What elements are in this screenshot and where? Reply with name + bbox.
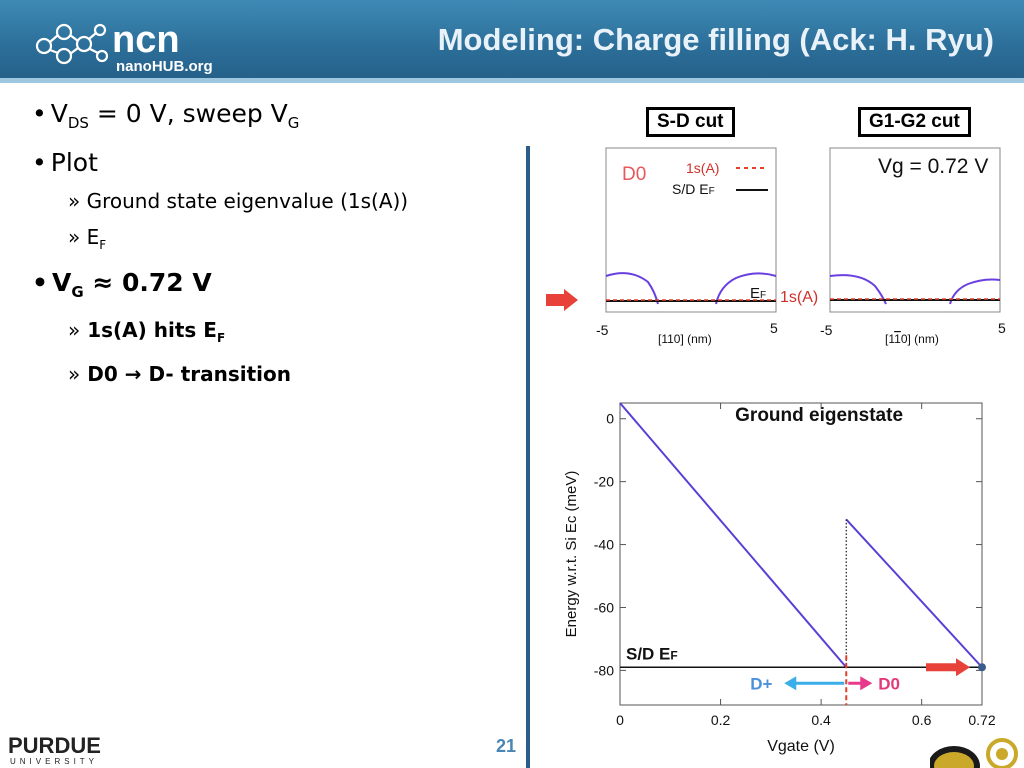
vg-label: Vg = 0.72 V xyxy=(878,155,988,178)
vertical-divider xyxy=(526,146,530,768)
series-line-1 xyxy=(619,402,848,668)
header-stripe xyxy=(0,78,1024,83)
page-number: 21 xyxy=(496,736,517,756)
right-arrow-icon: → xyxy=(124,362,142,386)
g-tick-right: 5 xyxy=(998,320,1006,336)
y-tick-label: -80 xyxy=(594,662,614,678)
d0-label: D0 xyxy=(878,674,900,693)
svg-text:UNIVERSITY: UNIVERSITY xyxy=(10,757,98,766)
x-tick-label: 0.72 xyxy=(968,712,995,728)
x-tick-label: 0 xyxy=(616,712,624,728)
d0-arrow-head xyxy=(860,676,873,691)
y-tick-label: 0 xyxy=(606,411,614,427)
g-axis-label: [110] (nm) xyxy=(885,332,939,346)
sdef-label-bg xyxy=(622,641,720,664)
sd-wavefunction-right xyxy=(715,272,777,305)
chart-annotations: S/D EF D+ D0 xyxy=(620,519,986,705)
sd-state-label: D0 xyxy=(622,164,646,185)
molecule-icon xyxy=(35,23,109,65)
logo-mark: ncn xyxy=(112,19,180,61)
sd-cut-label: S-D cut xyxy=(646,107,735,137)
sd-cut-panel: D0 1s(A) S/D EF EF -5 5 [110] (nm) xyxy=(546,147,778,346)
subbullet-transition: » D0 → D- transition xyxy=(68,362,292,386)
legend-sdef-label: S/D EF xyxy=(672,181,715,197)
g-cut-label: G1-G2 cut xyxy=(858,107,971,137)
sd-tick-right: 5 xyxy=(770,320,778,336)
y-ticks: 0 -20 -40 -60 -80 xyxy=(594,411,982,678)
y-axis-label: Energy w.r.t. Si Ec (meV) xyxy=(563,471,580,638)
cut-panels: D0 1s(A) S/D EF EF -5 5 [110] (nm) Vg = … xyxy=(546,147,1006,346)
svg-text:PURDUE: PURDUE xyxy=(8,733,101,758)
y-tick-label: -60 xyxy=(594,599,614,615)
g-wavefunction-left xyxy=(829,274,887,305)
g-cut-panel: Vg = 0.72 V 1s(A) -5 5 [110] (nm) xyxy=(778,147,1006,346)
subbullet-eigenvalue: » Ground state eigenvalue (1s(A)) xyxy=(68,189,409,213)
ef-label: EF xyxy=(750,285,766,302)
seal-icon xyxy=(930,738,1018,768)
g-tick-left: -5 xyxy=(820,322,833,338)
subbullet-ef: » EF xyxy=(68,225,107,252)
dplus-label: D+ xyxy=(750,674,772,693)
bullet-list: • VDS = 0 V, sweep VG • Plot » Ground stat… xyxy=(32,98,512,396)
sd-axis-label: [110] (nm) xyxy=(658,332,712,346)
g-wavefunction-right xyxy=(949,278,1001,305)
slide-header: ncn nanoHUB.org Modeling: Charge filling… xyxy=(0,0,1024,83)
dplus-arrow-head xyxy=(784,676,797,691)
x-tick-label: 0.2 xyxy=(711,712,731,728)
x-tick-label: 0.6 xyxy=(912,712,932,728)
y-tick-label: -40 xyxy=(594,537,614,553)
onesa-label-bg xyxy=(778,284,828,308)
bullet-vds: • VDS = 0 V, sweep VG xyxy=(32,99,300,132)
chart-title: Ground eigenstate xyxy=(735,405,903,426)
x-ticks: 0 0.2 0.4 0.6 0.72 xyxy=(616,403,996,728)
sdef-label: S/D EF xyxy=(626,644,678,663)
logo-text: nanoHUB.org xyxy=(116,58,213,75)
ncn-logo: ncn nanoHUB.org xyxy=(35,19,213,75)
legend-1sa-label: 1s(A) xyxy=(686,160,719,176)
end-arrow-icon xyxy=(926,658,970,677)
y-tick-label: -20 xyxy=(594,474,614,490)
end-point-marker xyxy=(978,663,986,672)
bullet-vg: • VG ≈ 0.72 V xyxy=(32,268,212,301)
ef-pointer-arrow-icon xyxy=(546,289,578,311)
x-tick-label: 0.4 xyxy=(811,712,831,728)
onesa-label: 1s(A) xyxy=(780,289,818,306)
series-lines xyxy=(619,402,983,668)
series-line-2 xyxy=(845,518,983,668)
sd-tick-left: -5 xyxy=(596,322,609,338)
subbullet-hits-ef: » 1s(A) hits EF xyxy=(68,318,226,345)
slide-title: Modeling: Charge filling (Ack: H. Ryu) xyxy=(437,22,994,57)
sd-wavefunction-left xyxy=(605,272,659,305)
ground-eigenstate-chart: Ground eigenstate 0-20-40-60-80 0 0.2 0.4 0… xyxy=(563,402,996,755)
purdue-logo: PURDUE UNIVERSITY xyxy=(8,733,101,766)
x-axis-label: Vgate (V) xyxy=(767,738,835,755)
bullet-plot: • Plot xyxy=(32,148,98,177)
